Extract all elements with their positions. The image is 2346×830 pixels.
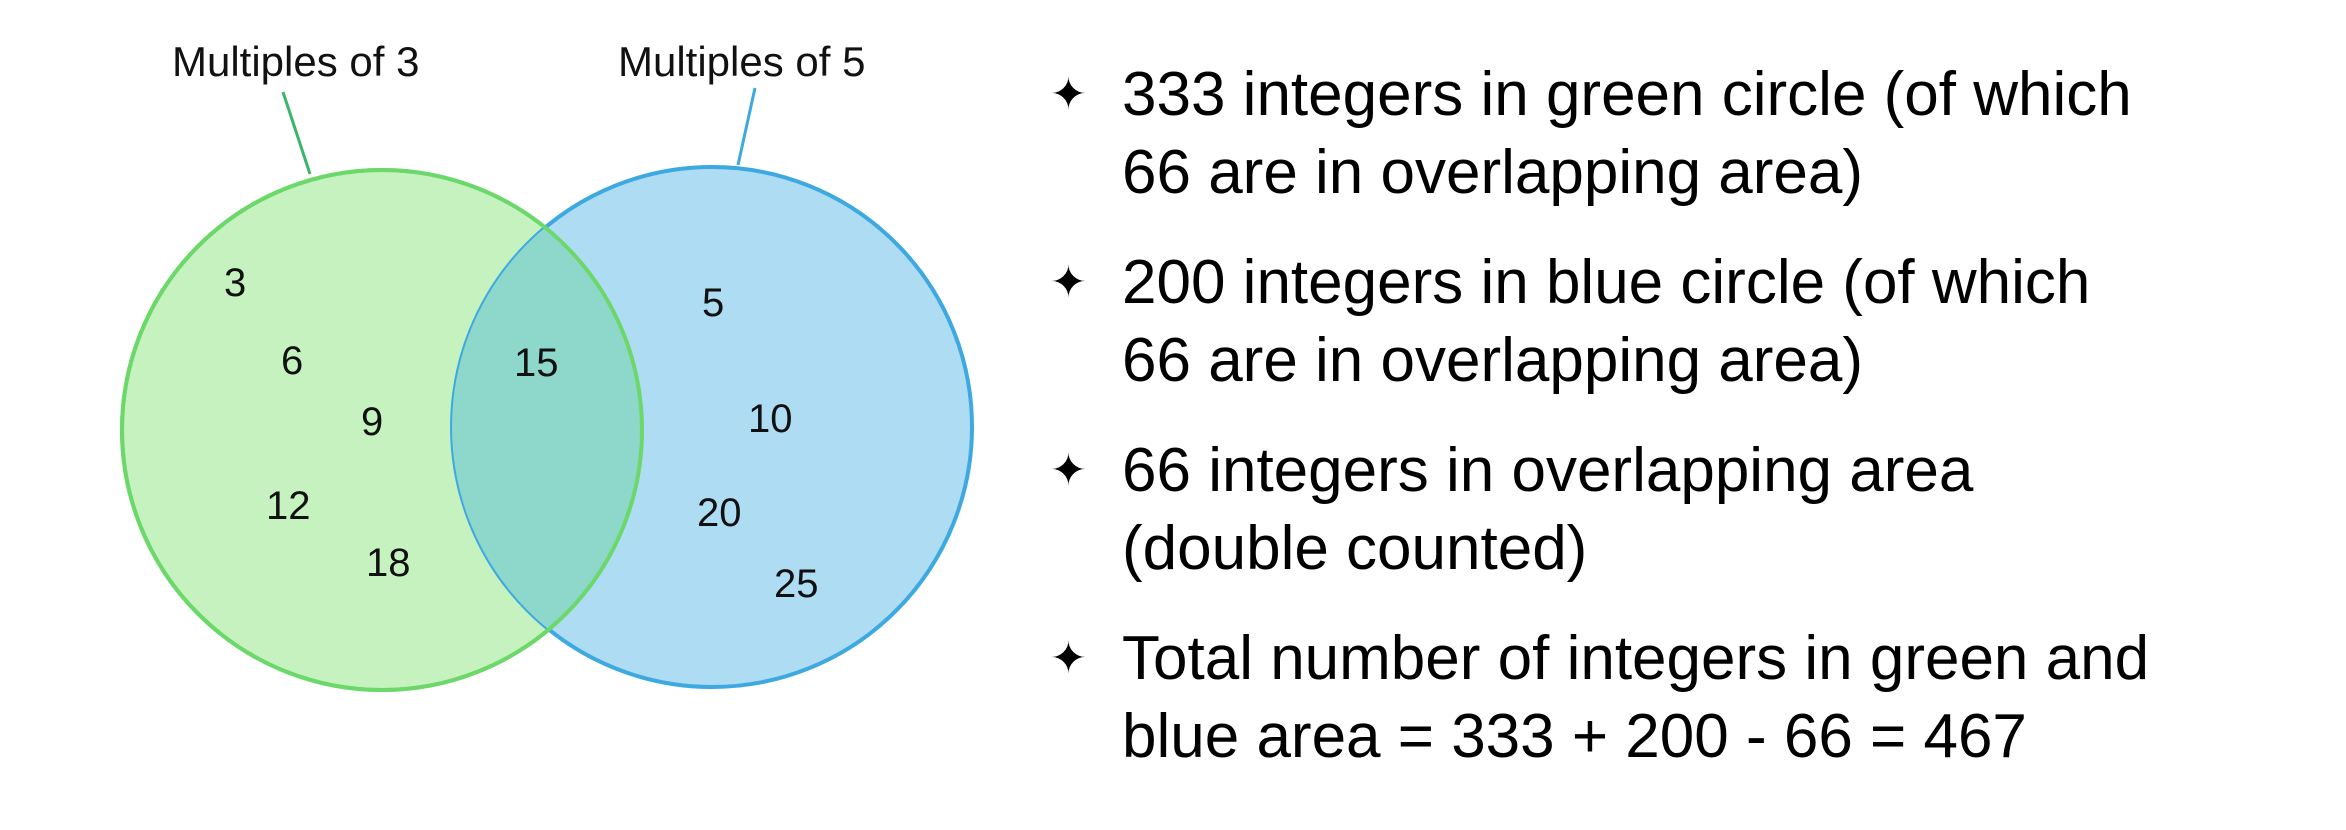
bullet-text-line: blue area = 333 + 200 - 66 = 467 [1122,702,2027,771]
venn-diagram: Multiples of 3 Multiples of 5 3 6 9 12 1… [120,38,974,692]
bullet-item: ✦ 333 integers in green circle (of which… [1050,56,2310,212]
bullet-text-line: 66 are in overlapping area) [1122,138,1864,207]
bullet-list: ✦ 333 integers in green circle (of which… [1050,56,2310,808]
bullet-item: ✦ 66 integers in overlapping area (doubl… [1050,432,2310,588]
bullet-text-line: (double counted) [1122,514,1588,583]
overlap-area [452,170,642,687]
four-pointed-star-icon: ✦ [1050,69,1087,120]
green-number: 9 [361,400,383,444]
green-number: 3 [224,261,246,305]
bullet-text-line: Total number of integers in green and [1122,624,2150,693]
blue-number: 5 [702,281,724,325]
green-label-leader [281,91,312,175]
bullet-text-line: 66 are in overlapping area) [1122,326,1864,395]
blue-number: 25 [774,562,819,606]
bullet-item: ✦ Total number of integers in green and … [1050,620,2310,776]
four-pointed-star-icon: ✦ [1050,257,1087,308]
bullet-text-line: 200 integers in blue circle (of which [1122,248,2091,317]
green-number: 6 [281,339,303,383]
blue-number: 10 [748,397,793,441]
green-circle-outline [120,168,644,692]
four-pointed-star-icon: ✦ [1050,445,1087,496]
bullet-text-line: 333 integers in green circle (of which [1122,60,2132,129]
green-number: 12 [266,484,311,528]
green-number: 18 [366,541,411,585]
green-circle-label: Multiples of 3 [172,38,419,85]
blue-number: 20 [697,491,742,535]
bullet-item: ✦ 200 integers in blue circle (of which … [1050,244,2310,400]
blue-label-leader [736,87,757,166]
bullet-text-line: 66 integers in overlapping area [1122,436,1974,505]
four-pointed-star-icon: ✦ [1050,633,1087,684]
blue-circle-label: Multiples of 5 [618,38,865,85]
overlap-number: 15 [514,341,559,385]
